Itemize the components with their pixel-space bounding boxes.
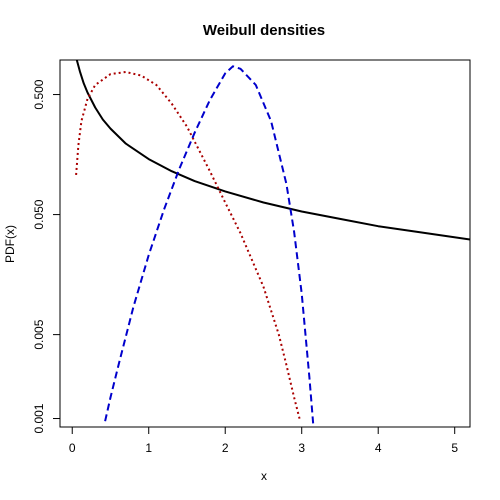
series-line-2: [75, 71, 302, 422]
y-tick-label: 0.050: [32, 199, 46, 229]
y-axis: 0.001 0.005 0.050 0.500: [32, 79, 61, 434]
y-tick-label: 0.005: [32, 319, 46, 349]
y-axis-label: PDF(x): [3, 225, 17, 263]
plot-frame: [59, 59, 471, 428]
x-axis-label: x: [261, 469, 267, 483]
x-tick-label: 2: [222, 441, 229, 455]
x-axis: 0 1 2 3 4 5: [69, 426, 458, 455]
series-layer: [75, 60, 470, 425]
x-tick-label: 0: [69, 441, 76, 455]
x-tick-label: 4: [375, 441, 382, 455]
x-tick-label: 5: [451, 441, 458, 455]
x-tick-label: 1: [145, 441, 152, 455]
chart-title: Weibull densities: [203, 22, 325, 39]
series-line-3: [104, 65, 315, 425]
series-line-1: [75, 60, 470, 241]
x-tick-label: 3: [298, 441, 305, 455]
y-tick-label: 0.001: [32, 403, 46, 433]
y-tick-label: 0.500: [32, 79, 46, 109]
